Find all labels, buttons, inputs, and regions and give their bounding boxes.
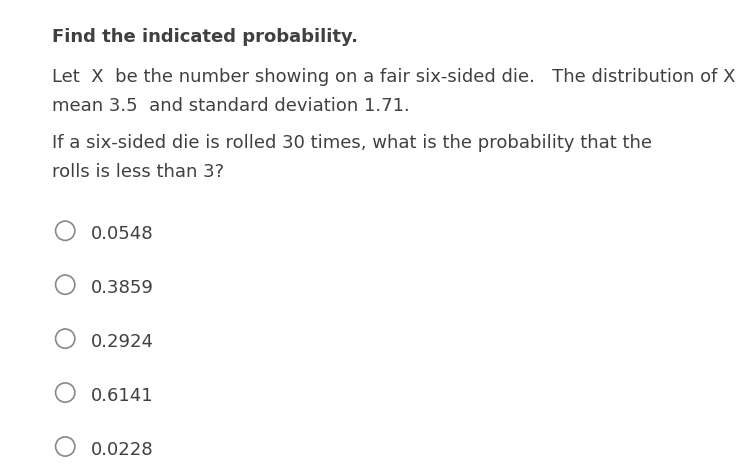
Text: mean 3.5  and standard deviation 1.71.: mean 3.5 and standard deviation 1.71.: [52, 97, 410, 115]
Text: Let  X  be the number showing on a fair six-sided die.   The distribution of X h: Let X be the number showing on a fair si…: [52, 68, 741, 86]
Text: 0.6141: 0.6141: [91, 387, 154, 405]
Text: 0.0548: 0.0548: [91, 225, 154, 243]
Text: If a six-sided die is rolled 30 times, what is the probability that the: If a six-sided die is rolled 30 times, w…: [52, 134, 657, 151]
Text: rolls is less than 3?: rolls is less than 3?: [52, 163, 224, 181]
Text: 0.0228: 0.0228: [91, 441, 154, 459]
Text: Find the indicated probability.: Find the indicated probability.: [52, 28, 358, 46]
Text: 0.3859: 0.3859: [91, 279, 154, 297]
Text: 0.2924: 0.2924: [91, 333, 154, 351]
